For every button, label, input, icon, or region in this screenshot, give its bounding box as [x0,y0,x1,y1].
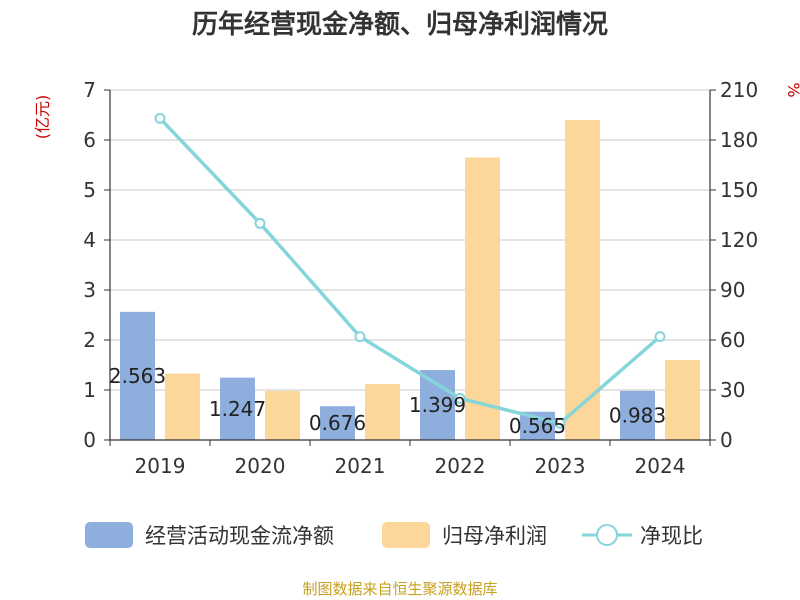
bar-cashflow [120,311,155,440]
left-tick-label: 7 [83,78,96,102]
bar-data-label: 0.983 [609,403,666,427]
right-tick-label: 60 [720,328,745,352]
net-cash-ratio-point [554,417,566,429]
net-cash-ratio-point [354,331,366,343]
net-cash-ratio-line [158,117,662,426]
legend-swatch [85,522,133,548]
bar-net-profit [165,373,200,440]
right-tick-label: 30 [720,378,745,402]
legend: 经营活动现金流净额 归母净利润 净现比 [85,522,703,548]
bar-data-label: 0.565 [509,414,566,438]
x-tick-label: 2022 [435,454,486,478]
legend-marker-swatch [596,524,618,546]
bar-cashflow [620,390,655,440]
left-tick-label: 0 [83,428,96,452]
left-tick-label: 4 [83,228,96,252]
bar-cashflow [420,370,455,440]
bar-data-label: 2.563 [109,364,166,388]
right-tick-label: 180 [720,128,758,152]
bar-net-profit [465,157,500,440]
x-tick-label: 2024 [635,454,686,478]
gridlines [110,89,710,391]
left-tick-label: 2 [83,328,96,352]
net-cash-ratio-point [454,392,466,404]
net-cash-ratio-point [154,112,166,124]
right-tick-label: 0 [720,428,733,452]
net-cash-ratio-point [654,331,666,343]
right-tick-label: 210 [720,78,758,102]
line-series [154,112,666,429]
legend-label: 净现比 [640,524,703,548]
x-tick-label: 2019 [135,454,186,478]
left-tick-label: 3 [83,278,96,302]
bar-data-label: 1.399 [409,393,466,417]
bar-data-label: 1.247 [209,397,266,421]
bar-cashflow [320,406,355,440]
bar-cashflow [220,377,255,440]
bar-net-profit [665,360,700,440]
net-cash-ratio-point [254,217,266,229]
source-note: 制图数据来自恒生聚源数据库 [302,580,497,598]
axes: 0 0 1 30 2 60 3 90 4 120 5 150 6 180 7 210 2019 2020 2021 2… [83,78,758,478]
legend-label: 经营活动现金流净额 [145,524,334,548]
right-axis-unit: % [784,82,800,97]
x-tick-label: 2023 [535,454,586,478]
right-tick-label: 150 [720,178,758,202]
bar-series [120,120,700,440]
x-tick-label: 2020 [235,454,286,478]
left-axis-unit: (亿元) [33,95,52,140]
left-tick-label: 5 [83,178,96,202]
bar-net-profit [265,391,300,440]
data-labels: 2.563 1.247 0.676 1.399 0.565 0.983 [109,364,666,438]
left-tick-label: 6 [83,128,96,152]
left-tick-label: 1 [83,378,96,402]
bar-data-label: 0.676 [309,411,366,435]
bar-net-profit [565,120,600,440]
x-tick-label: 2021 [335,454,386,478]
bar-net-profit [365,384,400,440]
legend-label: 归母净利润 [442,524,547,548]
legend-swatch [382,522,430,548]
chart-title: 历年经营现金净额、归母净利润情况 [192,9,608,40]
right-tick-label: 120 [720,228,758,252]
right-tick-label: 90 [720,278,745,302]
